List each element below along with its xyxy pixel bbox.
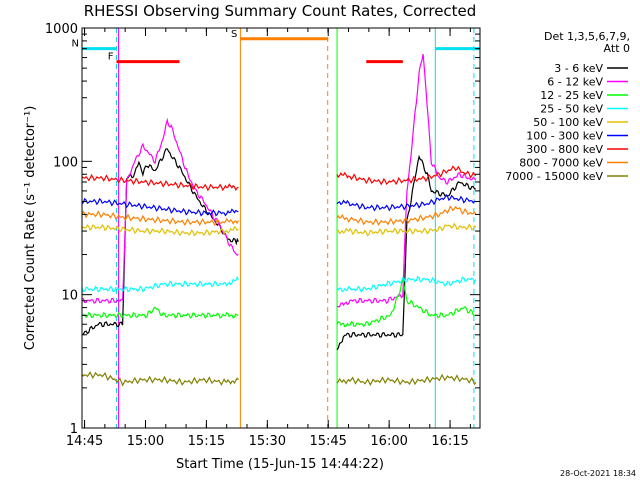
series-6 — [81, 165, 477, 192]
series-0 — [81, 148, 476, 351]
series-4-segment-0 — [81, 223, 239, 237]
legend-label-6: 300 - 800 keV — [526, 143, 603, 156]
legend-label-0: 3 - 6 keV — [554, 62, 603, 75]
x-tick-label-0: 14:45 — [66, 434, 103, 449]
series-5 — [81, 193, 476, 217]
series-7-segment-0 — [81, 210, 239, 227]
annotation-label-1: F — [108, 52, 114, 63]
annotation-label-2: S — [231, 29, 237, 40]
series-8-segment-1 — [336, 373, 477, 386]
x-tick-label-6: 16:15 — [431, 434, 468, 449]
series-2-segment-0 — [81, 306, 239, 319]
series-7 — [81, 205, 477, 227]
legend-label-8: 7000 - 15000 keV — [505, 170, 603, 183]
y-axis: 1 10 100 1000 — [45, 22, 480, 437]
annotation-label-0: N — [72, 39, 79, 50]
series-1-segment-1 — [336, 53, 477, 308]
series-4 — [81, 222, 477, 237]
x-tick-label-1: 15:00 — [127, 434, 164, 449]
series-1 — [81, 53, 477, 308]
footer-timestamp: 28-Oct-2021 18:34 — [560, 469, 636, 478]
series-8 — [81, 371, 477, 387]
series-6-segment-1 — [336, 165, 477, 186]
series-3-segment-0 — [81, 275, 239, 293]
series-1-segment-0 — [81, 117, 239, 304]
chart-title: RHESSI Observing Summary Count Rates, Co… — [84, 2, 477, 20]
x-tick-label-2: 15:15 — [188, 434, 225, 449]
legend-label-3: 25 - 50 keV — [540, 103, 603, 116]
x-axis: 14:45 15:00 15:15 15:30 15:45 16:00 16:15 — [66, 28, 471, 449]
series-7-segment-1 — [336, 205, 477, 226]
series-5-segment-0 — [81, 197, 239, 217]
plot-frame — [81, 27, 481, 429]
y-tick-label-0: 1 — [70, 422, 78, 437]
legend-label-7: 800 - 7000 keV — [519, 157, 603, 170]
y-tick-label-3: 1000 — [45, 22, 78, 37]
x-axis-label: Start Time (15-Jun-15 14:44:22) — [176, 457, 384, 472]
x-tick-label-4: 15:45 — [309, 434, 346, 449]
series-3 — [81, 275, 477, 293]
series-3-segment-1 — [336, 275, 477, 293]
plot-area: N F S — [72, 28, 480, 428]
legend-label-5: 100 - 300 keV — [526, 130, 603, 143]
legend-header-line-1: Det 1,3,5,6,7,9, — [544, 30, 630, 43]
series-6-segment-0 — [81, 173, 239, 192]
series-2-segment-1 — [336, 278, 477, 328]
series-8-segment-0 — [81, 371, 239, 387]
legend-label-1: 6 - 12 keV — [547, 76, 603, 89]
y-tick-label-2: 100 — [53, 155, 78, 170]
series-4-segment-1 — [336, 222, 477, 237]
y-axis-label: Corrected Count Rate (s⁻¹ detector⁻¹) — [23, 106, 38, 351]
series-2 — [81, 278, 477, 328]
x-tick-label-3: 15:30 — [249, 434, 286, 449]
legend-label-4: 50 - 100 keV — [533, 116, 603, 129]
x-tick-label-5: 16:00 — [370, 434, 407, 449]
legend-label-2: 12 - 25 keV — [540, 89, 603, 102]
legend-header-line-2: Att 0 — [604, 42, 630, 55]
y-tick-label-1: 10 — [61, 289, 78, 304]
series-5-segment-1 — [336, 193, 476, 212]
series-0-segment-1 — [336, 154, 476, 351]
